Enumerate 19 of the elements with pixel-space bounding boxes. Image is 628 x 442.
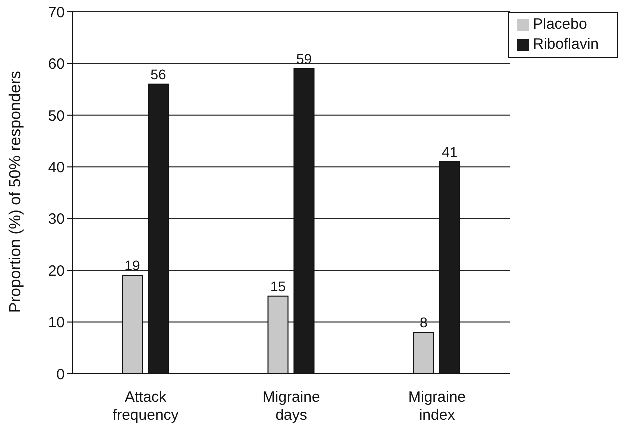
data-label: 19 (124, 258, 141, 274)
data-label: 56 (150, 66, 167, 82)
x-tick-label: Migraine index (408, 389, 466, 424)
legend-label: Placebo (533, 16, 588, 33)
data-label: 41 (442, 144, 458, 160)
data-label: 59 (296, 50, 312, 67)
y-tick-label: 10 (48, 314, 65, 332)
y-tick-label: 40 (48, 159, 65, 176)
y-tick-label: 60 (48, 56, 65, 74)
y-tick-label: 20 (48, 262, 65, 280)
x-tick-label: Migraine days (262, 389, 320, 424)
y-axis-title: Proportion (%) of 50% responders (8, 71, 25, 313)
data-label: 15 (270, 278, 286, 294)
y-tick-label: 50 (48, 108, 65, 125)
legend-label: Riboflavin (533, 36, 599, 53)
y-tick-label: 70 (48, 4, 65, 22)
x-tick-label: Attack frequency (112, 389, 180, 424)
y-tick-label: 30 (48, 211, 65, 228)
y-tick-label: 0 (56, 366, 65, 384)
